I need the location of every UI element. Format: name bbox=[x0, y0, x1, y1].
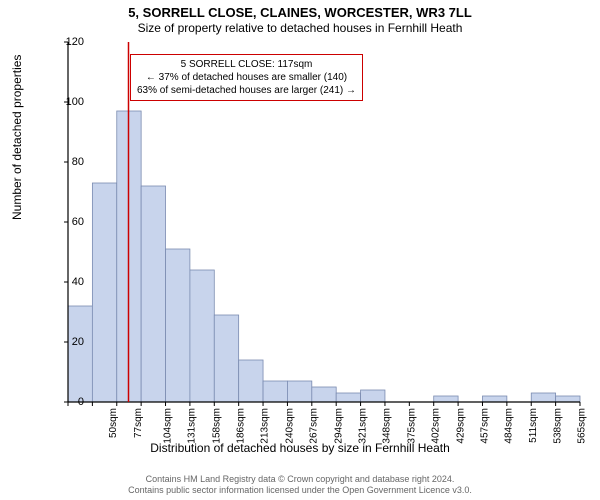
x-tick-label: 240sqm bbox=[284, 408, 295, 444]
x-tick-label: 402sqm bbox=[431, 408, 442, 444]
x-tick-label: 538sqm bbox=[553, 408, 564, 444]
x-tick-label: 375sqm bbox=[406, 408, 417, 444]
histogram-bar bbox=[434, 396, 458, 402]
histogram-bar bbox=[312, 387, 336, 402]
x-tick-label: 565sqm bbox=[577, 408, 588, 444]
annotation-line1: 5 SORRELL CLOSE: 117sqm bbox=[137, 58, 356, 71]
x-tick-label: 511sqm bbox=[528, 408, 539, 443]
histogram-bar bbox=[287, 381, 311, 402]
footer: Contains HM Land Registry data © Crown c… bbox=[0, 474, 600, 496]
y-tick-label: 60 bbox=[54, 216, 84, 228]
histogram-bar bbox=[556, 396, 580, 402]
histogram-bar bbox=[166, 249, 190, 402]
annotation-box: 5 SORRELL CLOSE: 117sqm ← 37% of detache… bbox=[130, 54, 363, 101]
y-tick-label: 40 bbox=[54, 276, 84, 288]
plot-area: 5 SORRELL CLOSE: 117sqm ← 37% of detache… bbox=[68, 42, 580, 402]
histogram-bar bbox=[263, 381, 287, 402]
histogram-bar bbox=[482, 396, 506, 402]
x-tick-label: 131sqm bbox=[187, 408, 198, 444]
chart-container: 5, SORRELL CLOSE, CLAINES, WORCESTER, WR… bbox=[0, 0, 600, 500]
y-axis-label: Number of detached properties bbox=[10, 55, 24, 220]
histogram-bar bbox=[239, 360, 263, 402]
x-tick-label: 158sqm bbox=[211, 408, 222, 444]
annotation-line2: ← 37% of detached houses are smaller (14… bbox=[137, 71, 356, 84]
histogram-bar bbox=[214, 315, 238, 402]
chart-title: 5, SORRELL CLOSE, CLAINES, WORCESTER, WR… bbox=[0, 0, 600, 20]
x-tick-label: 267sqm bbox=[309, 408, 320, 444]
histogram-bar bbox=[190, 270, 214, 402]
x-tick-label: 484sqm bbox=[504, 408, 515, 444]
histogram-bar bbox=[92, 183, 116, 402]
footer-line1: Contains HM Land Registry data © Crown c… bbox=[0, 474, 600, 485]
histogram-bar bbox=[68, 306, 92, 402]
x-tick-label: 429sqm bbox=[455, 408, 466, 444]
x-tick-label: 186sqm bbox=[236, 408, 247, 444]
y-tick-label: 120 bbox=[54, 36, 84, 48]
annotation-line3: 63% of semi-detached houses are larger (… bbox=[137, 84, 356, 97]
x-tick-label: 77sqm bbox=[133, 408, 144, 438]
histogram-bar bbox=[141, 186, 165, 402]
y-tick-label: 0 bbox=[54, 396, 84, 408]
histogram-bar bbox=[361, 390, 385, 402]
histogram-bar bbox=[531, 393, 555, 402]
x-tick-label: 104sqm bbox=[163, 408, 174, 444]
x-tick-label: 457sqm bbox=[479, 408, 490, 444]
y-tick-label: 100 bbox=[54, 96, 84, 108]
histogram-bar bbox=[336, 393, 360, 402]
x-tick-label: 294sqm bbox=[333, 408, 344, 444]
footer-line2: Contains public sector information licen… bbox=[0, 485, 600, 496]
x-axis-label: Distribution of detached houses by size … bbox=[0, 441, 600, 455]
y-tick-label: 20 bbox=[54, 336, 84, 348]
x-tick-label: 321sqm bbox=[358, 408, 369, 444]
chart-subtitle: Size of property relative to detached ho… bbox=[0, 20, 600, 35]
x-tick-label: 50sqm bbox=[108, 408, 119, 438]
x-tick-label: 348sqm bbox=[382, 408, 393, 444]
y-tick-label: 80 bbox=[54, 156, 84, 168]
x-tick-label: 213sqm bbox=[260, 408, 271, 444]
